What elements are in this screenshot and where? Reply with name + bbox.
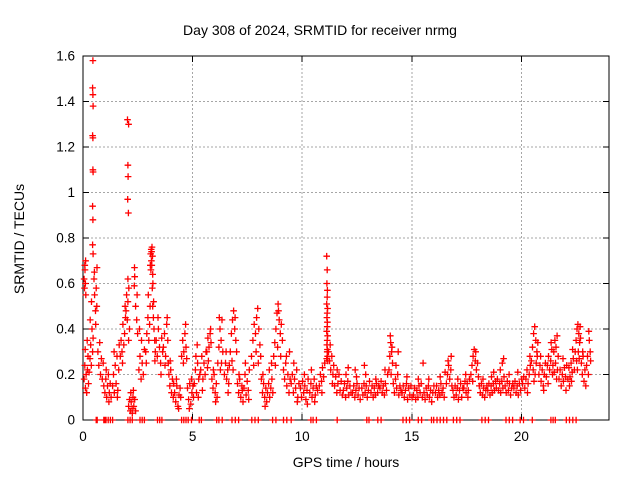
scatter-points: [80, 57, 594, 424]
chart-title: Day 308 of 2024, SRMTID for receiver nrm…: [183, 22, 457, 38]
x-tick-label: 15: [404, 429, 419, 444]
y-tick-label: 1.2: [56, 140, 75, 155]
y-tick-label: 0.8: [56, 231, 75, 246]
x-tick-label: 0: [79, 429, 87, 444]
y-tick-label: 0.6: [56, 276, 75, 291]
x-tick-label: 5: [189, 429, 197, 444]
x-tick-label: 20: [514, 429, 529, 444]
x-axis-label: GPS time / hours: [292, 454, 400, 470]
y-tick-label: 1.4: [56, 94, 75, 109]
y-tick-label: 0.2: [56, 367, 75, 382]
y-tick-label: 0: [67, 413, 75, 428]
y-tick-label: 0.4: [56, 322, 75, 337]
x-tick-label: 10: [295, 429, 310, 444]
y-tick-label: 1.6: [56, 49, 75, 64]
y-tick-label: 1: [67, 185, 75, 200]
